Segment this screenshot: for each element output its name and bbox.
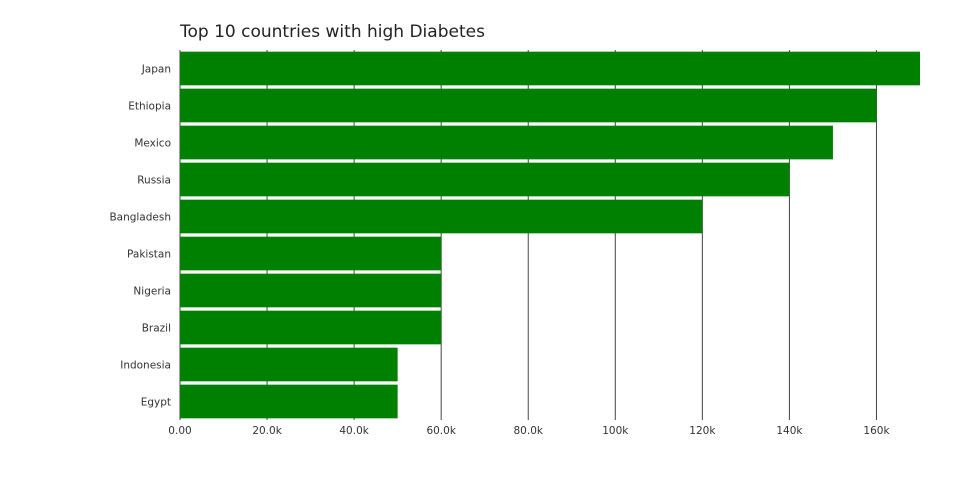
bar xyxy=(180,273,442,308)
y-tick-labels: Japan Ethiopia Mexico Russia Bangladesh Pakis… xyxy=(109,64,171,409)
x-tick-label: 140k xyxy=(776,425,803,437)
bar xyxy=(180,88,877,123)
bar xyxy=(180,310,442,345)
y-tick-label: Mexico xyxy=(134,138,171,150)
bar xyxy=(180,236,442,271)
y-tick-label: Bangladesh xyxy=(109,212,171,224)
bar xyxy=(180,51,920,86)
x-tick-label: 160k xyxy=(863,425,890,437)
y-tick-label: Nigeria xyxy=(133,286,171,298)
y-tick-label: Japan xyxy=(141,64,171,76)
chart-title: Top 10 countries with high Diabetes xyxy=(180,22,485,42)
y-tick-label: Pakistan xyxy=(127,249,171,261)
x-tick-label: 120k xyxy=(689,425,716,437)
y-tick-label: Brazil xyxy=(142,323,171,335)
x-tick-label: 20.0k xyxy=(252,425,282,437)
bar xyxy=(180,347,398,382)
x-tick-label: 0.00 xyxy=(168,425,191,437)
bar xyxy=(180,125,833,160)
bar xyxy=(180,384,398,419)
bar xyxy=(180,162,790,197)
bar xyxy=(180,199,703,234)
x-tick-labels: 0.00 20.0k 40.0k 60.0k 80.0k 100k 120k 140k 160k xyxy=(168,425,890,437)
x-tick-label: 100k xyxy=(602,425,629,437)
bars xyxy=(180,51,920,419)
x-tick-label: 60.0k xyxy=(426,425,456,437)
x-tick-label: 80.0k xyxy=(514,425,544,437)
y-tick-label: Egypt xyxy=(141,397,171,409)
y-tick-label: Russia xyxy=(137,175,171,187)
y-tick-label: Indonesia xyxy=(120,360,171,372)
y-tick-label: Ethiopia xyxy=(128,101,171,113)
x-tick-label: 40.0k xyxy=(339,425,369,437)
